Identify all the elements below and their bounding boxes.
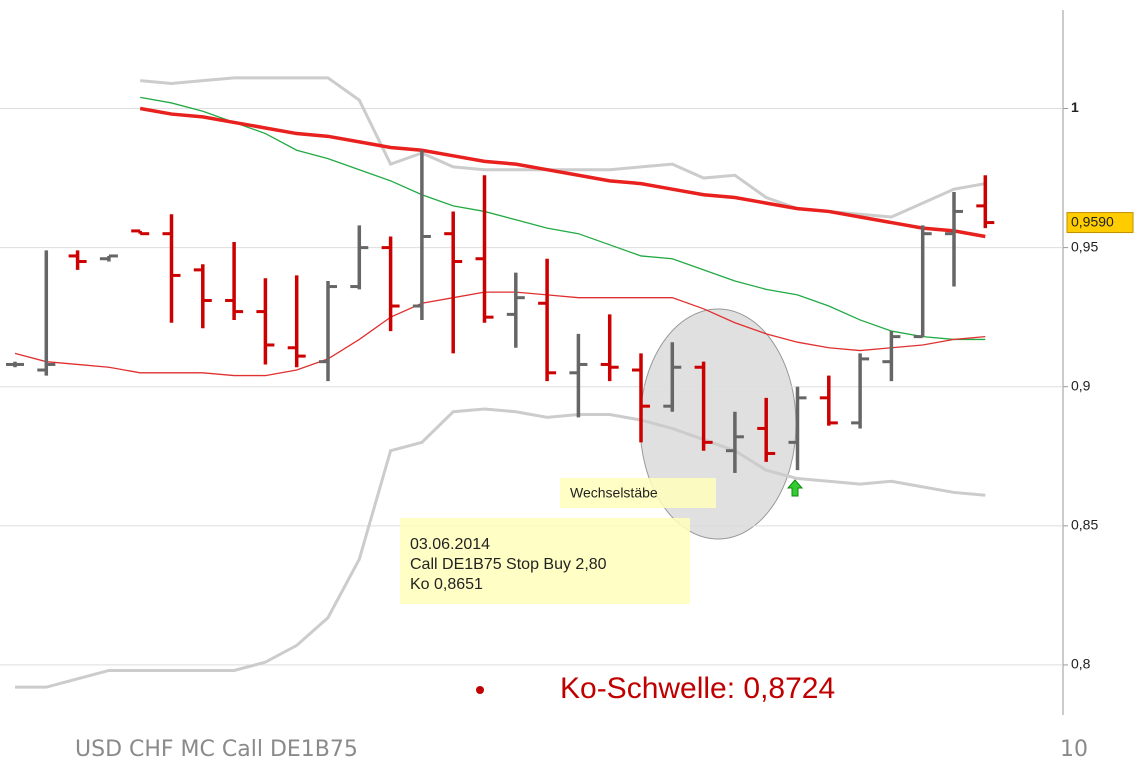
signal-box [400,518,690,604]
overlay-line [14,291,986,377]
page-number: 10 [1060,737,1088,762]
y-tick-label: 1 [1071,99,1079,115]
bullet-dot [476,686,484,694]
pattern-box [560,478,716,508]
pattern-label: Wechselstäbe [570,485,658,501]
overlay-line [140,96,986,341]
overlay-line [139,106,986,239]
signal-line: Ko 0,8651 [410,576,483,593]
y-tick-label: 0,9 [1071,377,1091,393]
footer-title: USD CHF MC Call DE1B75 [75,737,358,762]
last-price-label: 0,9590 [1071,213,1114,229]
buy-arrow [786,479,804,497]
bullet-text: Ko-Schwelle: 0,8724 [560,672,835,705]
y-tick-label: 0,85 [1071,517,1098,533]
signal-line: 03.06.2014 [410,536,490,553]
overlay-line [140,76,986,219]
y-tick-label: 0,8 [1071,656,1091,672]
overlay-line [15,407,986,689]
last-price-box [1066,212,1134,234]
signal-line: Call DE1B75 Stop Buy 2,80 [410,556,607,573]
plot: 0,8 0,85 0,9 0,95 1 0,9590 [0,10,1134,715]
y-tick-label: 0,95 [1071,238,1098,254]
